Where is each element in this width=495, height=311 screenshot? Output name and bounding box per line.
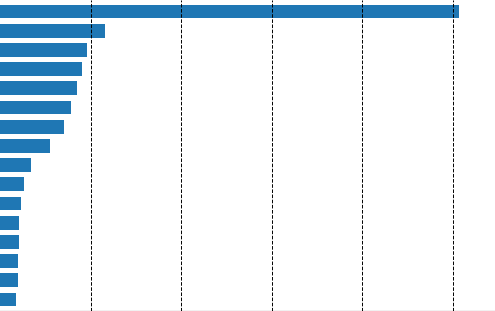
Bar [0, 197, 21, 211]
Bar [0, 216, 19, 230]
Bar [0, 24, 105, 38]
Bar [0, 254, 18, 268]
Bar [0, 177, 24, 191]
Bar [0, 43, 87, 57]
Bar [0, 158, 31, 172]
Bar [0, 120, 64, 134]
Bar [0, 235, 19, 249]
Bar [0, 62, 82, 76]
Bar [0, 139, 50, 153]
Bar [0, 293, 16, 306]
Bar [0, 81, 77, 95]
Bar [0, 273, 17, 287]
Bar [0, 100, 71, 114]
Bar [0, 5, 459, 18]
